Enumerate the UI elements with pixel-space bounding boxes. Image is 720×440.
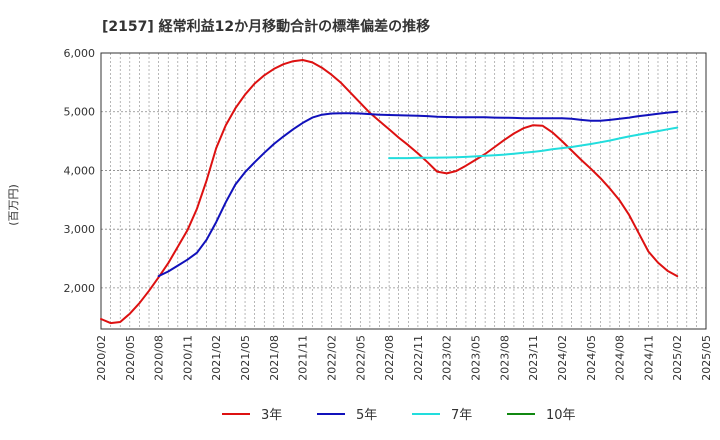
- x-tick-label: 2021/02: [210, 335, 223, 381]
- x-tick-label: 2022/11: [412, 335, 425, 381]
- series-line-0: [100, 59, 679, 325]
- y-axis: 2,000 3,000 4,000 5,000 6,000: [64, 47, 96, 295]
- x-tick-label: 2020/08: [153, 335, 166, 381]
- chart-title: [2157] 経常利益12か月移動合計の標準偏差の推移: [102, 18, 430, 35]
- x-tick-label: 2021/05: [239, 335, 252, 381]
- y-axis-label: (百万円): [7, 184, 20, 226]
- x-tick-label: 2023/08: [498, 335, 511, 381]
- legend-label: 3年: [261, 408, 282, 423]
- x-tick-label: 2023/05: [470, 335, 483, 381]
- x-tick-label: 2024/02: [556, 335, 569, 381]
- x-tick-label: 2020/05: [124, 335, 137, 381]
- series-lines: [100, 59, 679, 325]
- y-tick-label: 4,000: [64, 164, 96, 177]
- y-tick-label: 3,000: [64, 223, 96, 236]
- x-tick-label: 2022/05: [354, 335, 367, 381]
- grid: [100, 52, 707, 329]
- x-tick-label: 2022/08: [383, 335, 396, 381]
- y-tick-label: 6,000: [64, 47, 96, 60]
- x-tick-label: 2020/02: [95, 335, 108, 381]
- legend-label: 5年: [356, 408, 377, 423]
- plot-area: [101, 53, 706, 329]
- x-tick-label: 2020/11: [181, 335, 194, 381]
- x-tick-label: 2023/02: [441, 335, 454, 381]
- plot-frame: [100, 52, 707, 330]
- x-tick-label: 2024/08: [614, 335, 627, 381]
- x-tick-label: 2025/02: [671, 335, 684, 381]
- legend: 3年 5年 7年 10年: [222, 408, 576, 423]
- x-tick-label: 2024/11: [642, 335, 655, 381]
- legend-label: 10年: [546, 408, 576, 423]
- x-tick-label: 2022/02: [325, 335, 338, 381]
- series-line-2: [388, 126, 679, 160]
- y-tick-label: 5,000: [64, 106, 96, 119]
- x-tick-label: 2024/05: [585, 335, 598, 381]
- y-tick-label: 2,000: [64, 282, 96, 295]
- x-tick-label: 2025/05: [700, 335, 713, 381]
- x-axis: 2020/02 2020/05 2020/08 2020/11 2021/02 2021/…: [95, 335, 713, 381]
- x-tick-label: 2021/08: [268, 335, 281, 381]
- legend-label: 7年: [451, 408, 472, 423]
- series-line-1: [157, 110, 679, 278]
- x-tick-label: 2021/11: [297, 335, 310, 381]
- x-tick-label: 2023/11: [527, 335, 540, 381]
